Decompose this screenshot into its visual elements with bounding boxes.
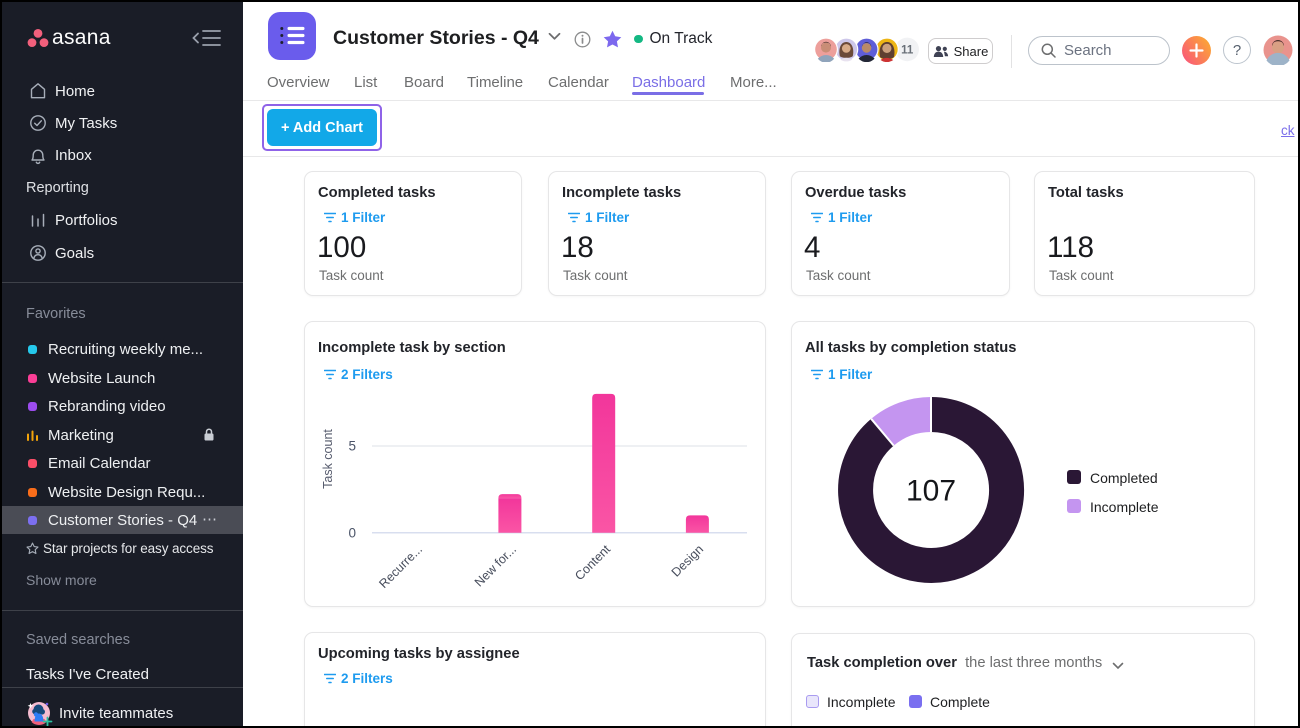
svg-text:5: 5 [348, 439, 356, 454]
svg-text:Task count: Task count [321, 429, 335, 489]
svg-text:Design: Design [669, 542, 706, 579]
svg-text:New for...: New for... [472, 542, 519, 589]
svg-text:11: 11 [901, 44, 914, 56]
svg-text:Recurre...: Recurre... [376, 542, 425, 591]
svg-text:Content: Content [572, 542, 613, 583]
svg-text:107: 107 [906, 475, 956, 508]
svg-text:0: 0 [348, 525, 356, 540]
